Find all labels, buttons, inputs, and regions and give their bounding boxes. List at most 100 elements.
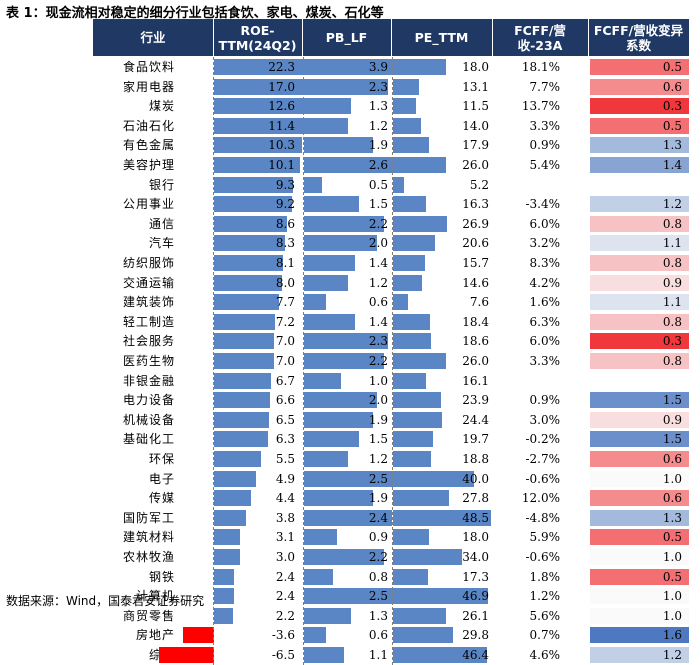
- pb-value: 2.4: [368, 510, 388, 525]
- coef-heat-cell: [590, 255, 689, 271]
- pb-value: 2.2: [368, 216, 388, 231]
- pb-value: 1.4: [368, 314, 388, 329]
- coef-heat-cell: [590, 490, 689, 507]
- header-coef: FCFF/营收变异 系数: [593, 22, 684, 53]
- pe-bar: [393, 313, 431, 330]
- industry-label: 煤炭: [148, 99, 175, 114]
- coef-value: [590, 371, 682, 391]
- header-pe: PE_TTM: [414, 30, 469, 45]
- pe-bar: [393, 333, 431, 350]
- pb-bar: [304, 549, 385, 565]
- pb-bar: [304, 333, 388, 350]
- table-row: 电力设备 6.6 2.0 23.9 0.9% 1.5: [93, 390, 689, 410]
- roe-value: 8.0: [275, 275, 295, 290]
- pe-bar: [393, 353, 446, 369]
- table-row: 机械设备 6.5 1.9 24.4 3.0% 0.9: [93, 410, 689, 430]
- roe-value: 6.6: [275, 393, 295, 408]
- fcff-value: 0.7%: [529, 628, 561, 643]
- table-row: 房地产 -3.6 0.6 29.8 0.7% 1.6: [93, 625, 689, 645]
- coef-heat-cell: [590, 392, 689, 409]
- coef-value: 1.0: [662, 608, 682, 623]
- roe-value: -6.5: [271, 648, 295, 662]
- fcff-value: 1.6%: [529, 295, 561, 310]
- roe-bar: [214, 294, 280, 311]
- pe-value: 26.0: [462, 158, 489, 172]
- pe-value: 14.0: [462, 118, 489, 133]
- roe-value: 8.3: [275, 236, 295, 251]
- pb-value: 2.3: [368, 334, 388, 349]
- roe-bar: [214, 313, 276, 330]
- pe-bar: [393, 588, 488, 605]
- pe-value: 17.9: [462, 138, 489, 153]
- header-roe: ROE- TTM(24Q2): [218, 22, 297, 53]
- coef-heat-cell: [590, 235, 689, 252]
- table-row: 社会服务 7.0 2.3 18.6 6.0% 0.3: [93, 331, 689, 351]
- pe-value: 19.7: [462, 432, 489, 447]
- pb-bar: [304, 294, 326, 311]
- table-row: 公用事业 9.2 1.5 16.3 -3.4% 1.2: [93, 194, 689, 214]
- pb-bar: [304, 451, 348, 467]
- coef-heat-cell: [590, 411, 689, 428]
- pe-value: 46.4: [462, 648, 489, 662]
- industry-label: 有色金属: [122, 138, 175, 153]
- coef-heat-cell: [590, 509, 689, 526]
- industry-label: 机械设备: [122, 412, 175, 427]
- pe-bar: [393, 98, 417, 115]
- roe-bar: [214, 176, 294, 193]
- header-divider: [213, 19, 214, 56]
- roe-bar: [214, 274, 282, 291]
- coef-value: 0.8: [662, 354, 682, 368]
- industry-label: 通信: [148, 216, 175, 231]
- fcff-value: -2.7%: [525, 452, 560, 466]
- pe-value: 18.4: [462, 314, 489, 329]
- fcff-value: 12.0%: [521, 491, 560, 506]
- pb-bar: [304, 215, 385, 232]
- pe-bar: [393, 372, 426, 389]
- fcff-value: [492, 371, 560, 391]
- header-industry: 行业: [140, 30, 166, 45]
- fcff-value: -0.6%: [525, 471, 560, 486]
- coef-value: 0.3: [662, 99, 682, 114]
- table-row: 煤炭 12.6 1.3 11.5 13.7% 0.3: [93, 96, 689, 116]
- industry-label: 食品饮料: [122, 60, 175, 74]
- pb-bar: [304, 117, 348, 134]
- industry-label: 石油石化: [122, 118, 175, 133]
- pb-bar: [304, 490, 374, 507]
- roe-value: 10.1: [268, 158, 295, 172]
- pb-value: 1.3: [368, 99, 388, 114]
- pe-value: 18.0: [462, 530, 489, 545]
- bar-baseline: [392, 57, 393, 665]
- industry-label: 纺织服饰: [122, 256, 175, 270]
- pe-bar: [393, 411, 443, 428]
- pe-bar: [393, 470, 474, 487]
- pb-bar: [304, 509, 392, 526]
- industry-label: 建筑装饰: [122, 295, 175, 310]
- industry-label: 农林牧渔: [122, 550, 175, 564]
- pb-value: 1.9: [368, 491, 388, 506]
- industry-label: 建筑材料: [122, 530, 175, 545]
- table-row: 石油石化 11.4 1.2 14.0 3.3% 0.5: [93, 116, 689, 136]
- header-pb: PB_LF: [325, 30, 368, 45]
- pe-value: 18.6: [462, 334, 489, 349]
- pe-bar: [393, 196, 426, 213]
- coef-value: 1.2: [662, 197, 682, 212]
- coef-heat-cell: [590, 274, 689, 291]
- fcff-value: 3.3%: [529, 118, 561, 133]
- pe-value: 16.3: [462, 197, 489, 212]
- fcff-value: 0.9%: [529, 393, 561, 408]
- fcff-value: 1.8%: [529, 569, 561, 584]
- pb-value: 1.9: [368, 138, 388, 153]
- header-divider: [492, 19, 493, 56]
- roe-bar: [214, 411, 270, 428]
- pb-bar: [304, 196, 359, 213]
- fcff-value: [492, 175, 560, 195]
- pe-value: 26.1: [462, 608, 489, 623]
- pb-value: 1.5: [368, 197, 388, 212]
- pb-bar: [304, 98, 352, 115]
- roe-value: 7.2: [275, 314, 295, 329]
- pe-value: 48.5: [462, 510, 489, 525]
- pb-bar: [304, 274, 348, 291]
- fcff-value: 4.6%: [529, 648, 561, 662]
- roe-value: 8.1: [275, 256, 295, 270]
- industry-label: 基础化工: [122, 432, 175, 447]
